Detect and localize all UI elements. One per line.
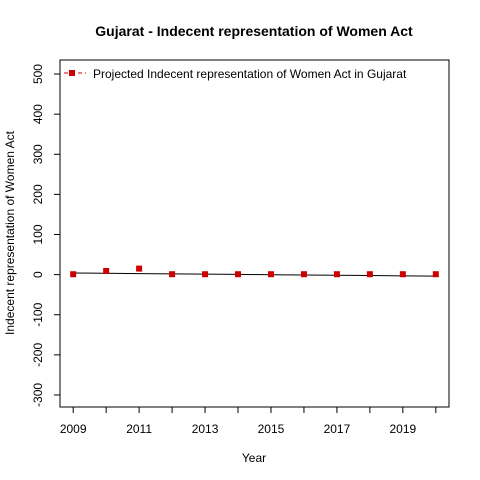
data-point	[400, 271, 406, 277]
data-point	[136, 266, 142, 272]
x-axis: 2009 2011 2013 2015 2017 2019	[60, 407, 436, 436]
data-point	[202, 271, 208, 277]
y-tick-label: 0	[31, 271, 45, 278]
y-tick-label: 100	[31, 224, 45, 244]
y-tick-label: 500	[31, 64, 45, 84]
data-point	[334, 271, 340, 277]
data-point	[433, 271, 439, 277]
trend-line-layer	[73, 273, 436, 276]
legend-marker	[69, 70, 75, 76]
y-axis: -300 -200 -100 0 100 200 300 400 500	[31, 64, 60, 407]
x-tick-label: 2015	[258, 422, 285, 436]
x-tick-label: 2019	[389, 422, 416, 436]
y-tick-label: 400	[31, 104, 45, 124]
data-point	[268, 271, 274, 277]
data-point	[235, 271, 241, 277]
y-tick-label: 200	[31, 184, 45, 204]
x-tick-label: 2017	[324, 422, 351, 436]
x-tick-label: 2009	[60, 422, 87, 436]
x-tick-label: 2011	[126, 422, 152, 436]
y-axis-label: Indecent representation of Women Act	[3, 130, 17, 335]
data-point	[103, 268, 109, 274]
legend-label: Projected Indecent representation of Wom…	[93, 67, 407, 81]
y-tick-label: -300	[31, 383, 45, 407]
data-point	[367, 271, 373, 277]
data-point	[169, 271, 175, 277]
y-tick-label: -100	[31, 302, 45, 326]
plot-frame	[60, 60, 449, 407]
chart-title: Gujarat - Indecent representation of Wom…	[95, 23, 413, 39]
trend-line	[73, 273, 436, 276]
y-tick-label: 300	[31, 144, 45, 164]
y-tick-label: -200	[31, 343, 45, 367]
x-tick-label: 2013	[192, 422, 219, 436]
data-point	[70, 271, 76, 277]
legend: Projected Indecent representation of Wom…	[64, 67, 407, 81]
x-axis-label: Year	[242, 451, 266, 465]
data-point	[301, 271, 307, 277]
